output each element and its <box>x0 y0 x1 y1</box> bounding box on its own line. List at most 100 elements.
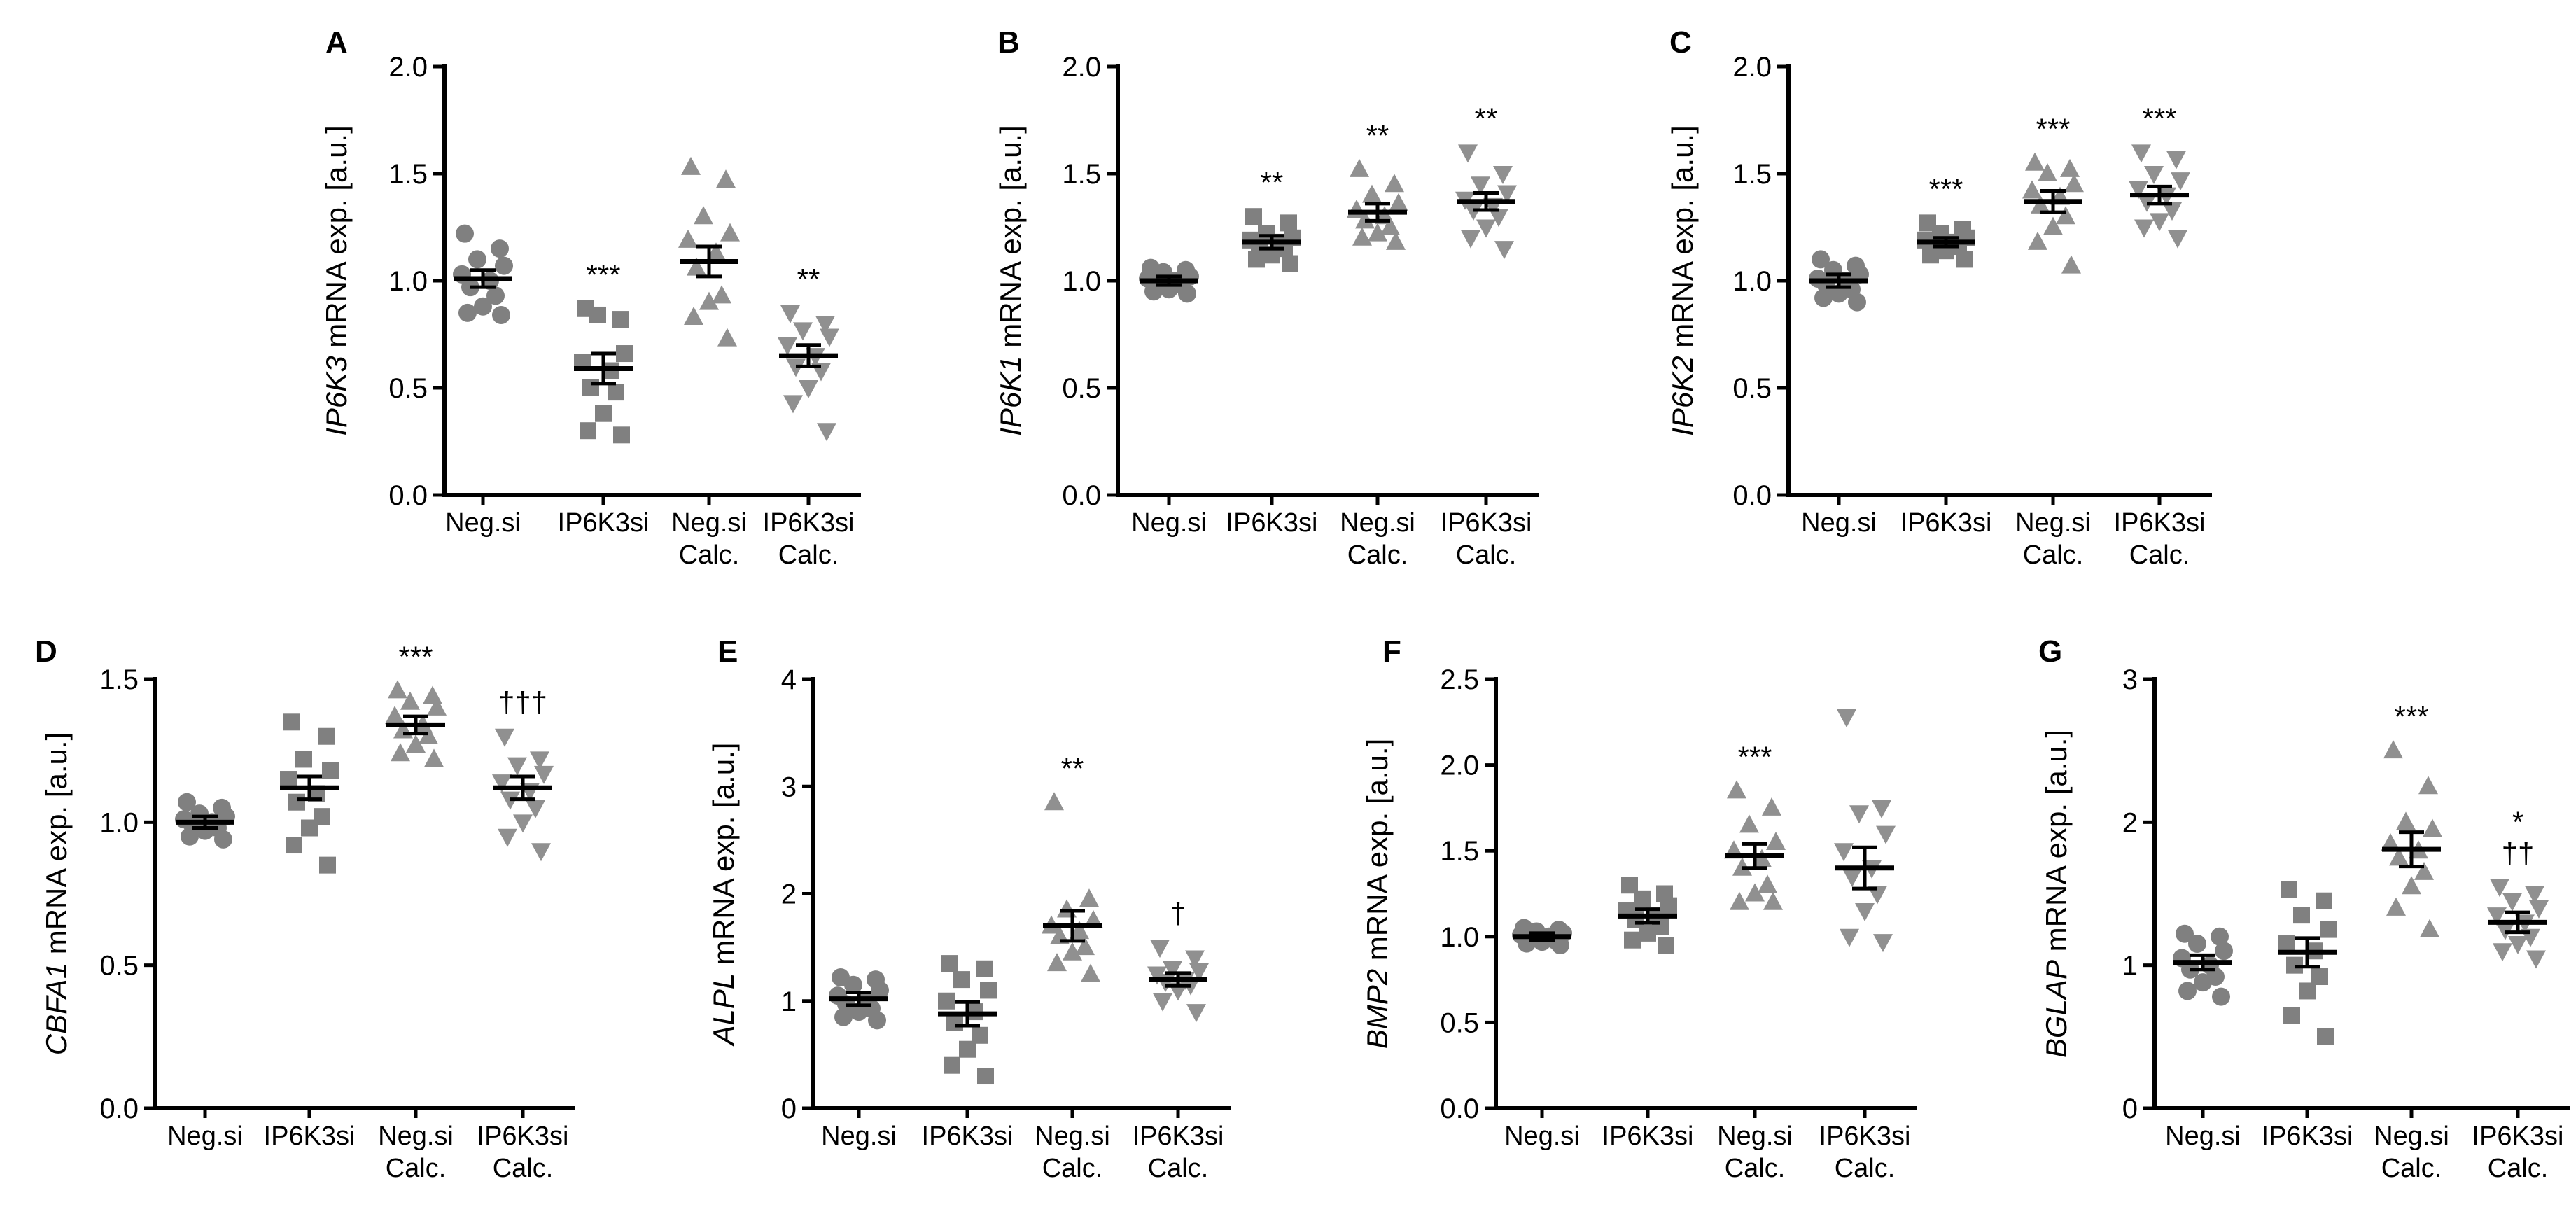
panel-b: B IP6K1 mRNA exp. [a.u.] 0.0 0.5 1.0 1.5 2.0 Ne… <box>994 25 1539 570</box>
data-point <box>1458 144 1478 163</box>
panel-f: F BMP2 mRNA exp. [a.u.] 0.0 0.5 1.0 1.5 2.0 2.5… <box>1361 634 1917 1183</box>
data-point <box>2311 968 2328 986</box>
data-point <box>1282 255 1298 272</box>
series-neg-si-calc-: ** <box>1347 119 1408 250</box>
data-point <box>492 305 510 324</box>
data-point <box>2316 892 2332 909</box>
data-point <box>613 426 630 444</box>
data-point <box>1624 931 1641 949</box>
series-ip6k3si <box>2278 881 2337 1045</box>
data-point <box>2215 942 2233 961</box>
data-point <box>1876 825 1896 844</box>
data-point <box>1812 250 1830 269</box>
data-point <box>1766 831 1786 850</box>
data-point <box>976 960 993 977</box>
data-point <box>608 384 624 401</box>
y-tick-label: 1 <box>781 986 797 1017</box>
x-tick-label: Calc. <box>1725 1154 1786 1183</box>
data-point <box>980 982 997 999</box>
data-point <box>1380 216 1400 235</box>
data-point <box>2166 151 2186 169</box>
y-tick-label: 3 <box>2122 664 2138 695</box>
series-ip6k3si <box>938 955 997 1085</box>
y-tick-label: 2.0 <box>388 52 428 83</box>
y-axis-label-gene: CBFA1 <box>40 963 73 1055</box>
data-point <box>1762 797 1782 816</box>
data-point <box>2278 935 2295 953</box>
data-point <box>2211 927 2229 946</box>
significance-label: ** <box>797 263 820 295</box>
data-point <box>780 305 800 323</box>
data-point <box>1185 950 1205 969</box>
data-point <box>1830 284 1848 303</box>
data-point <box>1658 937 1674 954</box>
data-point <box>1163 961 1182 979</box>
data-point <box>868 1011 886 1030</box>
data-point <box>944 1056 960 1074</box>
significance-label: *** <box>1737 740 1772 773</box>
data-point <box>181 827 199 846</box>
data-point <box>2423 818 2442 837</box>
y-axis-label-gene: IP6K2 <box>1666 356 1699 435</box>
series-neg-si <box>829 968 889 1030</box>
data-point <box>2418 776 2438 795</box>
data-point <box>778 337 797 356</box>
y-axis-label: ALPL mRNA exp. [a.u.] <box>707 743 740 1047</box>
data-point <box>953 971 970 989</box>
data-point <box>1834 843 1854 862</box>
x-tick-label: Neg.si <box>1340 508 1415 538</box>
data-point <box>1855 903 1875 922</box>
significance-label: † <box>1170 897 1186 930</box>
data-point <box>941 955 958 972</box>
data-point <box>1727 780 1746 799</box>
data-point <box>1730 891 1749 910</box>
data-point <box>1144 282 1163 301</box>
series-ip6k3si: ** <box>1242 166 1301 272</box>
data-point <box>1497 185 1517 204</box>
series-neg-si <box>2173 924 2233 1006</box>
data-point <box>214 830 232 849</box>
y-axis-label-unit: mRNA exp. [a.u.] <box>707 743 740 973</box>
data-point <box>1362 184 1382 203</box>
y-tick-label: 1.5 <box>388 159 428 190</box>
y-tick-label: 1.0 <box>99 807 139 838</box>
x-tick-label: Calc. <box>778 540 839 570</box>
data-point <box>1081 963 1100 982</box>
data-point <box>2060 158 2080 177</box>
data-point <box>318 727 335 745</box>
series-ip6k3si-calc- <box>1834 709 1896 953</box>
data-point <box>589 306 606 323</box>
y-tick-label: 1 <box>2122 951 2138 982</box>
y-tick-label: 0.0 <box>388 480 428 511</box>
series-ip6k3si-calc-: ††† <box>492 686 554 862</box>
significance-label: *** <box>2394 700 2428 733</box>
x-tick-label: Neg.si <box>1801 508 1877 538</box>
data-point <box>687 257 706 276</box>
data-point <box>526 800 545 818</box>
data-point <box>1814 288 1833 307</box>
data-point <box>2414 861 2434 880</box>
data-point <box>1493 166 1513 184</box>
data-point <box>1763 891 1783 910</box>
data-point <box>2178 982 2197 1000</box>
x-tick-label: Neg.si <box>821 1122 897 1151</box>
panel-g: G BGLAP mRNA exp. [a.u.] 0 1 2 3 Neg.si IP6K3si… <box>2038 634 2570 1183</box>
data-point <box>1248 251 1265 268</box>
x-tick-label: Neg.si <box>2015 508 2091 538</box>
data-point <box>492 774 512 793</box>
data-point <box>1352 227 1372 246</box>
data-point <box>1551 936 1569 955</box>
significance-label: *** <box>586 258 620 291</box>
y-tick-label: 0.5 <box>388 373 428 404</box>
data-point <box>1634 890 1651 907</box>
data-point <box>2293 907 2310 924</box>
data-point <box>400 691 420 710</box>
data-point <box>2381 832 2400 851</box>
data-point <box>678 229 698 248</box>
y-axis-label: CBFA1 mRNA exp. [a.u.] <box>40 732 73 1055</box>
significance-label: ** <box>1475 102 1498 134</box>
data-point <box>2144 166 2164 184</box>
y-tick-label: 0.0 <box>1440 1094 1479 1124</box>
data-point <box>1386 231 1406 250</box>
y-axis-label: BMP2 mRNA exp. [a.u.] <box>1361 739 1394 1049</box>
